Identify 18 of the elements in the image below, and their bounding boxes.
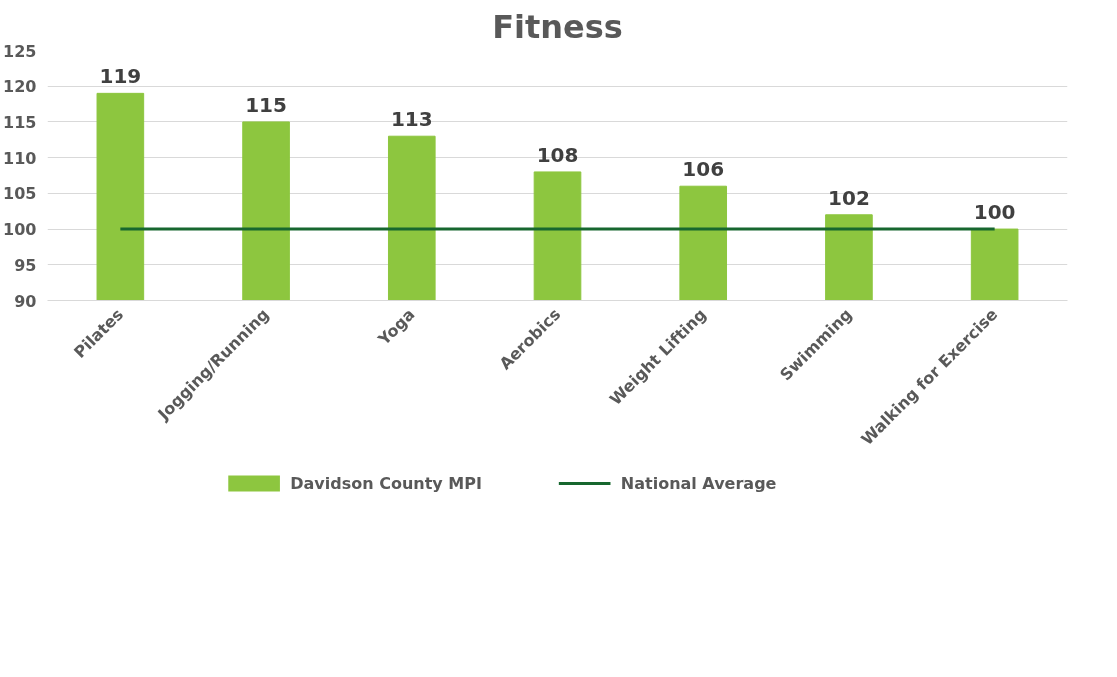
y-tick-label: 100 (3, 220, 37, 240)
data-label: 102 (828, 185, 870, 210)
data-label: 119 (99, 64, 142, 89)
y-tick-label: 115 (3, 112, 37, 132)
y-tick-label: 110 (3, 148, 37, 168)
data-label: 108 (536, 142, 579, 167)
data-label: 106 (682, 157, 725, 182)
y-tick-label: 95 (14, 255, 37, 275)
data-label: 115 (245, 92, 287, 117)
y-tick-label: 105 (3, 184, 37, 204)
data-label: 113 (390, 107, 433, 132)
legend-label: National Average (620, 474, 777, 493)
legend-label: Davidson County MPI (290, 474, 482, 493)
chart-title: Fitness (492, 7, 623, 46)
y-tick-label: 90 (14, 291, 37, 311)
y-tick-label: 120 (3, 77, 37, 97)
data-label: 100 (973, 200, 1016, 225)
y-tick-label: 125 (3, 41, 37, 61)
